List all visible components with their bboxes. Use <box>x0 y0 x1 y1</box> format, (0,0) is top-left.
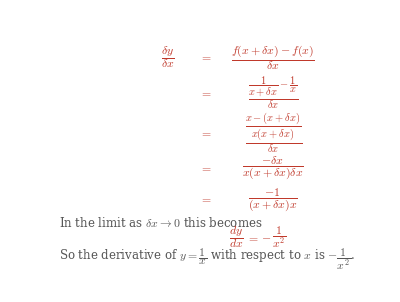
Text: $=$: $=$ <box>199 161 211 174</box>
Text: $\dfrac{\delta y}{\delta x}$: $\dfrac{\delta y}{\delta x}$ <box>161 44 175 70</box>
Text: $\dfrac{dy}{dx}$: $\dfrac{dy}{dx}$ <box>228 225 244 250</box>
Text: $=$: $=$ <box>199 87 211 100</box>
Text: $=$: $=$ <box>199 192 211 206</box>
Text: $\dfrac{\dfrac{x-(x+\delta x)}{x(x+\delta x)}}{\delta x}$: $\dfrac{\dfrac{x-(x+\delta x)}{x(x+\delt… <box>244 111 302 155</box>
Text: So the derivative of $y = \dfrac{1}{x}$ with respect to $x$ is $-\dfrac{1}{x^2}$: So the derivative of $y = \dfrac{1}{x}$ … <box>59 246 356 272</box>
Text: $\dfrac{-1}{(x + \delta x)x}$: $\dfrac{-1}{(x + \delta x)x}$ <box>248 185 298 213</box>
Text: In the limit as $\delta x \rightarrow 0$ this becomes: In the limit as $\delta x \rightarrow 0$… <box>59 217 263 230</box>
Text: $=$: $=$ <box>199 51 211 64</box>
Text: $= -$: $= -$ <box>246 231 272 244</box>
Text: $\dfrac{\dfrac{1}{x+\delta x} - \dfrac{1}{x}}{\delta x}$: $\dfrac{\dfrac{1}{x+\delta x} - \dfrac{1… <box>248 75 298 111</box>
Text: $\dfrac{f(x + \delta x) - f(x)}{\delta x}$: $\dfrac{f(x + \delta x) - f(x)}{\delta x… <box>231 43 315 72</box>
Text: $\dfrac{1}{x^2}$: $\dfrac{1}{x^2}$ <box>272 224 286 250</box>
Text: $\dfrac{-\delta x}{x(x + \delta x)\delta x}$: $\dfrac{-\delta x}{x(x + \delta x)\delta… <box>242 154 304 181</box>
Text: $=$: $=$ <box>199 126 211 139</box>
